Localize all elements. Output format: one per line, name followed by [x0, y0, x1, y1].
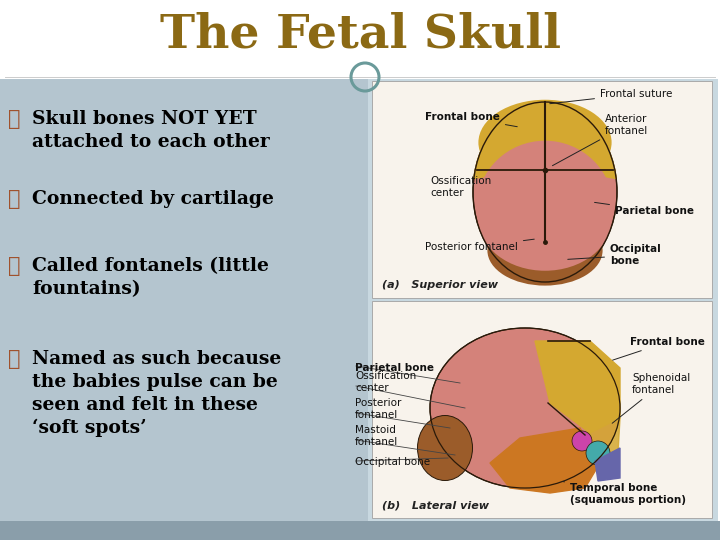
Text: Named as such because
the babies pulse can be
seen and felt in these
‘soft spots: Named as such because the babies pulse c…: [32, 350, 282, 437]
Polygon shape: [474, 102, 616, 179]
Text: Ossification
center: Ossification center: [430, 176, 491, 198]
FancyBboxPatch shape: [372, 301, 712, 518]
Text: Frontal bone: Frontal bone: [613, 337, 705, 360]
Polygon shape: [535, 341, 620, 433]
Text: Occipital
bone: Occipital bone: [568, 245, 662, 266]
Text: (b)   Lateral view: (b) Lateral view: [382, 500, 489, 510]
Text: ❧: ❧: [8, 110, 20, 129]
Text: ❧: ❧: [8, 350, 20, 369]
Ellipse shape: [478, 167, 611, 271]
Ellipse shape: [487, 215, 603, 286]
FancyBboxPatch shape: [372, 81, 712, 298]
Text: Anterior
fontanel: Anterior fontanel: [552, 114, 648, 166]
Text: (a)   Superior view: (a) Superior view: [382, 280, 498, 290]
Ellipse shape: [478, 100, 611, 185]
Text: Ossification
center: Ossification center: [355, 372, 416, 393]
Text: Sphenoidal
fontanel: Sphenoidal fontanel: [612, 373, 690, 423]
Text: Frontal suture: Frontal suture: [550, 89, 672, 104]
Polygon shape: [490, 428, 600, 493]
Text: The Fetal Skull: The Fetal Skull: [160, 12, 560, 58]
Circle shape: [572, 431, 592, 451]
Text: Temporal bone
(squamous portion): Temporal bone (squamous portion): [563, 482, 686, 505]
Text: Posterior
fontanel: Posterior fontanel: [355, 399, 401, 420]
Polygon shape: [588, 418, 620, 458]
Text: Called fontanels (little
fountains): Called fontanels (little fountains): [32, 257, 269, 298]
FancyBboxPatch shape: [0, 521, 720, 540]
Circle shape: [586, 441, 610, 465]
Text: Mastoid
fontanel: Mastoid fontanel: [355, 426, 398, 447]
Text: Parietal bone: Parietal bone: [355, 363, 434, 373]
Text: Connected by cartilage: Connected by cartilage: [32, 190, 274, 208]
FancyBboxPatch shape: [368, 79, 718, 522]
Ellipse shape: [477, 141, 613, 276]
Text: Skull bones NOT YET
attached to each other: Skull bones NOT YET attached to each oth…: [32, 110, 270, 151]
Text: Posterior fontanel: Posterior fontanel: [425, 239, 534, 253]
Ellipse shape: [473, 102, 617, 282]
Text: ❧: ❧: [8, 190, 20, 209]
Text: Occipital bone: Occipital bone: [355, 457, 430, 467]
Polygon shape: [595, 448, 620, 481]
Text: ❧: ❧: [8, 257, 20, 276]
Ellipse shape: [418, 415, 472, 481]
Text: Frontal bone: Frontal bone: [425, 112, 517, 127]
Text: Parietal bone: Parietal bone: [595, 202, 694, 216]
FancyBboxPatch shape: [0, 79, 368, 522]
Ellipse shape: [430, 328, 620, 488]
